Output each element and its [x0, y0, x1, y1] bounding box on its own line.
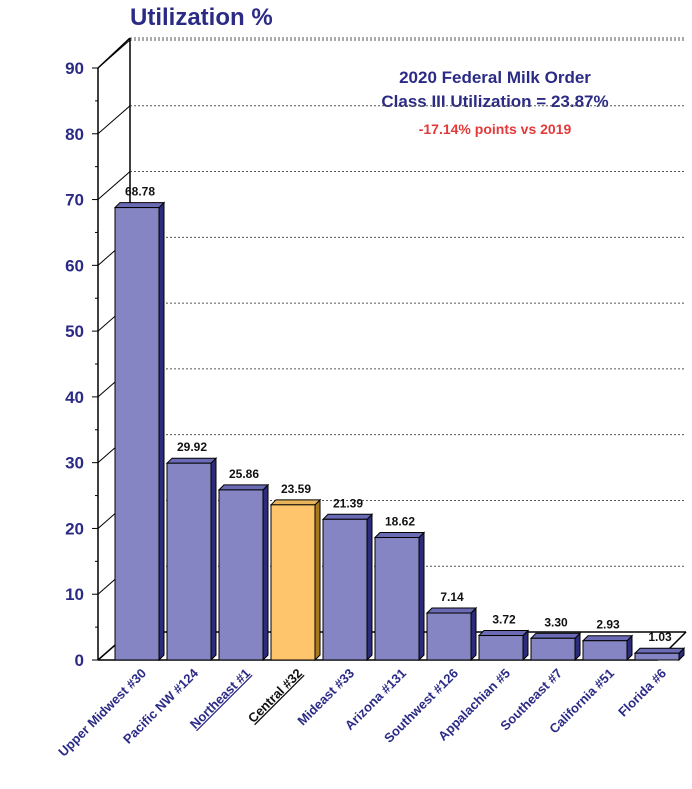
- bar-top: [633, 647, 686, 654]
- data-label: 68.78: [125, 185, 155, 199]
- y-axis-top-edge: [97, 37, 131, 69]
- bar-top: [113, 202, 166, 209]
- y-tick-label: 80: [65, 125, 84, 144]
- data-label: 18.62: [385, 515, 415, 529]
- y-tick-label: 30: [65, 454, 84, 473]
- bar-top: [425, 607, 478, 614]
- bar-group: [581, 634, 634, 662]
- bar-group: [529, 632, 582, 662]
- bar-top: [477, 630, 530, 637]
- data-label: 3.30: [544, 615, 568, 629]
- bar: [218, 489, 264, 661]
- bar-side: [158, 201, 165, 662]
- bar: [426, 612, 472, 661]
- x-tick-label: Upper Midwest #30: [55, 666, 149, 760]
- data-label: 21.39: [333, 496, 363, 510]
- data-label: 3.72: [492, 613, 516, 627]
- gridline-diag-70: [97, 171, 131, 200]
- bar-top: [581, 635, 634, 642]
- bar-group: [633, 647, 686, 662]
- bar: [478, 635, 524, 661]
- y-tick-label: 90: [65, 59, 84, 78]
- bar-top: [269, 499, 322, 506]
- bar-group: [425, 606, 478, 662]
- bar-side: [366, 513, 373, 662]
- bar-side: [470, 606, 477, 662]
- bar: [374, 537, 420, 661]
- y-tick-label: 20: [65, 519, 84, 538]
- bar: [270, 504, 316, 661]
- y-axis-title: Utilization %: [130, 4, 273, 31]
- y-tick-label: 60: [65, 256, 84, 275]
- bar-side: [418, 531, 425, 662]
- bar: [114, 207, 160, 661]
- bar: [530, 637, 576, 661]
- bar-group: [269, 498, 322, 662]
- bar: [634, 652, 680, 661]
- bar-group: [321, 513, 374, 662]
- bar-top: [165, 457, 218, 464]
- bar-top: [321, 513, 374, 520]
- data-label: 29.92: [177, 440, 207, 454]
- bar-top: [373, 532, 426, 539]
- bar: [322, 518, 368, 661]
- data-label: 2.93: [596, 618, 620, 632]
- data-label: 7.14: [440, 590, 464, 604]
- bar-group: [113, 201, 166, 662]
- bar-top: [529, 632, 582, 639]
- bar-side: [262, 483, 269, 662]
- data-label: 1.03: [648, 630, 672, 644]
- bar-group: [217, 483, 270, 662]
- data-label: 23.59: [281, 482, 311, 496]
- bar-top: [217, 484, 270, 491]
- x-tick-label: Florida #6: [615, 666, 669, 720]
- gridline-diag-80: [97, 105, 131, 135]
- y-tick-label: 70: [65, 191, 84, 210]
- bar-side: [314, 498, 321, 662]
- y-tick-label: 40: [65, 388, 84, 407]
- bar-side: [210, 456, 217, 662]
- bar-group: [373, 531, 426, 662]
- bar-group: [165, 456, 218, 662]
- data-label: 25.86: [229, 467, 259, 481]
- annotation-title: 2020 Federal Milk Order: [399, 68, 591, 87]
- bar: [166, 462, 212, 661]
- annotation-change: -17.14% points vs 2019: [418, 121, 572, 137]
- bar-group: [477, 629, 530, 662]
- y-tick-label: 0: [75, 651, 84, 670]
- y-tick-label: 50: [65, 322, 84, 341]
- bar: [582, 640, 628, 661]
- y-tick-label: 10: [65, 585, 84, 604]
